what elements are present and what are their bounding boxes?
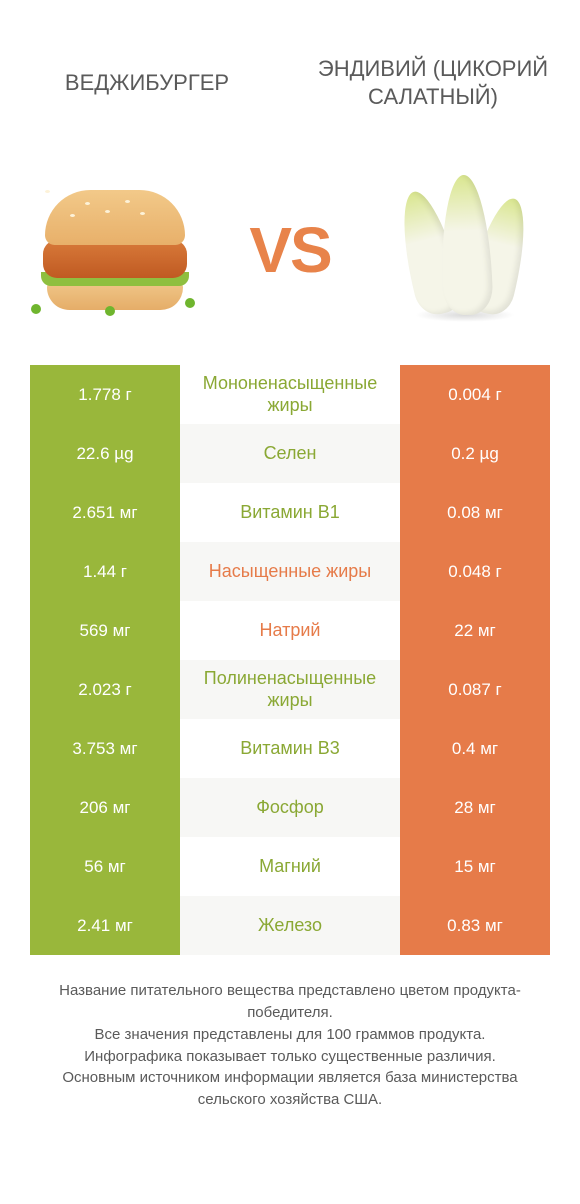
table-row: 2.651 мгВитамин B10.08 мг (30, 483, 550, 542)
nutrient-label: Витамин B1 (180, 483, 400, 542)
vs-label: VS (249, 213, 330, 287)
right-value: 15 мг (400, 837, 550, 896)
left-value: 2.651 мг (30, 483, 180, 542)
right-value: 0.08 мг (400, 483, 550, 542)
nutrient-label: Железо (180, 896, 400, 955)
header: ВЕДЖИБУРГЕР ЭНДИВИЙ (ЦИКОРИЙ САЛАТНЫЙ) (0, 0, 580, 150)
right-value: 0.004 г (400, 365, 550, 424)
nutrient-label: Магний (180, 837, 400, 896)
images-row: VS (0, 150, 580, 350)
burger-image (30, 165, 200, 335)
right-value: 0.087 г (400, 660, 550, 719)
left-value: 1.44 г (30, 542, 180, 601)
footer-line-4: Основным источником информации является … (30, 1067, 550, 1111)
left-value: 2.023 г (30, 660, 180, 719)
nutrient-label: Натрий (180, 601, 400, 660)
nutrient-label: Мононенасыщенные жиры (180, 365, 400, 424)
nutrient-label: Селен (180, 424, 400, 483)
nutrient-label: Насыщенные жиры (180, 542, 400, 601)
left-product-title: ВЕДЖИБУРГЕР (30, 69, 264, 97)
right-value: 28 мг (400, 778, 550, 837)
table-row: 3.753 мгВитамин B30.4 мг (30, 719, 550, 778)
left-value: 22.6 µg (30, 424, 180, 483)
table-row: 206 мгФосфор28 мг (30, 778, 550, 837)
table-row: 1.44 гНасыщенные жиры0.048 г (30, 542, 550, 601)
table-row: 2.41 мгЖелезо0.83 мг (30, 896, 550, 955)
footer-notes: Название питательного вещества представл… (0, 955, 580, 1111)
nutrient-label: Полиненасыщенные жиры (180, 660, 400, 719)
left-value: 3.753 мг (30, 719, 180, 778)
right-value: 22 мг (400, 601, 550, 660)
right-value: 0.048 г (400, 542, 550, 601)
footer-line-1: Название питательного вещества представл… (30, 980, 550, 1024)
right-value: 0.2 µg (400, 424, 550, 483)
table-row: 569 мгНатрий22 мг (30, 601, 550, 660)
left-value: 206 мг (30, 778, 180, 837)
nutrient-label: Витамин B3 (180, 719, 400, 778)
nutrition-table: 1.778 гМононенасыщенные жиры0.004 г22.6 … (30, 365, 550, 955)
table-row: 2.023 гПолиненасыщенные жиры0.087 г (30, 660, 550, 719)
left-value: 2.41 мг (30, 896, 180, 955)
footer-line-3: Инфографика показывает только существенн… (30, 1046, 550, 1068)
table-row: 56 мгМагний15 мг (30, 837, 550, 896)
left-value: 56 мг (30, 837, 180, 896)
right-product-title: ЭНДИВИЙ (ЦИКОРИЙ САЛАТНЫЙ) (316, 55, 550, 110)
endive-image (380, 165, 550, 335)
right-value: 0.83 мг (400, 896, 550, 955)
left-value: 1.778 г (30, 365, 180, 424)
left-value: 569 мг (30, 601, 180, 660)
table-row: 1.778 гМононенасыщенные жиры0.004 г (30, 365, 550, 424)
table-row: 22.6 µgСелен0.2 µg (30, 424, 550, 483)
footer-line-2: Все значения представлены для 100 граммо… (30, 1024, 550, 1046)
right-value: 0.4 мг (400, 719, 550, 778)
nutrient-label: Фосфор (180, 778, 400, 837)
